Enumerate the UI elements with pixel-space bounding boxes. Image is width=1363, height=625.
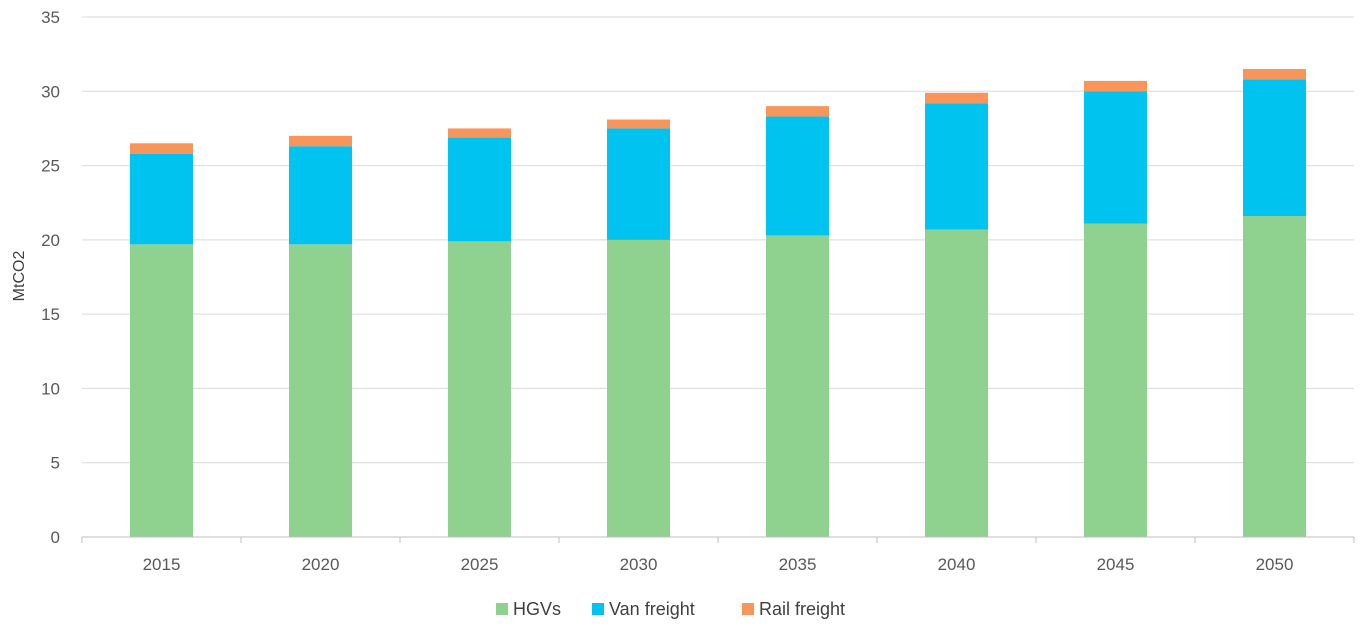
bar-rail-freight-2020 [289, 135, 352, 147]
y-tick-label: 5 [51, 454, 60, 473]
legend-label: Rail freight [759, 599, 845, 619]
bar-van-freight-2030 [607, 128, 670, 240]
x-tick-label: 2015 [143, 555, 181, 574]
legend-swatch-rail-freight [742, 603, 754, 615]
x-tick-label: 2025 [461, 555, 499, 574]
bar-hgvs-2050 [1243, 216, 1306, 538]
x-tick-label: 2040 [938, 555, 976, 574]
legend-label: HGVs [513, 599, 561, 619]
x-tick-label: 2050 [1256, 555, 1294, 574]
bar-rail-freight-2035 [766, 106, 829, 117]
legend-swatch-van-freight [592, 603, 604, 615]
bar-rail-freight-2030 [607, 119, 670, 129]
y-tick-label: 0 [51, 528, 60, 547]
x-tick-label: 2030 [620, 555, 658, 574]
x-tick-label: 2020 [302, 555, 340, 574]
bar-rail-freight-2040 [925, 92, 988, 104]
bar-hgvs-2020 [289, 244, 352, 538]
legend: HGVs Van freight Rail freight [496, 599, 845, 619]
bar-rail-freight-2015 [130, 143, 193, 154]
y-tick-label: 10 [41, 379, 60, 398]
bar-rail-freight-2025 [448, 128, 511, 138]
bar-van-freight-2015 [130, 153, 193, 245]
y-tick-label: 35 [41, 8, 60, 27]
x-tick-label: 2035 [779, 555, 817, 574]
bar-hgvs-2045 [1084, 223, 1147, 537]
bar-hgvs-2040 [925, 229, 988, 537]
bar-hgvs-2035 [766, 235, 829, 537]
bar-rail-freight-2050 [1243, 69, 1306, 80]
gridlines [82, 16, 1354, 464]
y-axis-title: MtCO2 [11, 251, 28, 302]
x-tick-label: 2045 [1097, 555, 1135, 574]
y-tick-label: 20 [41, 231, 60, 250]
bar-rail-freight-2045 [1084, 80, 1147, 92]
legend-label: Van freight [609, 599, 695, 619]
bar-van-freight-2050 [1243, 79, 1306, 217]
bar-van-freight-2045 [1084, 91, 1147, 224]
y-tick-label: 15 [41, 305, 60, 324]
y-tick-label: 25 [41, 157, 60, 176]
bar-hgvs-2030 [607, 239, 670, 537]
bar-hgvs-2025 [448, 241, 511, 538]
bar-van-freight-2035 [766, 116, 829, 236]
legend-swatch-hgvs [496, 603, 508, 615]
bar-hgvs-2015 [130, 244, 193, 538]
bar-van-freight-2040 [925, 103, 988, 230]
bars [130, 69, 1306, 538]
bar-van-freight-2020 [289, 146, 352, 245]
y-tick-label: 30 [41, 82, 60, 101]
bar-van-freight-2025 [448, 137, 511, 242]
